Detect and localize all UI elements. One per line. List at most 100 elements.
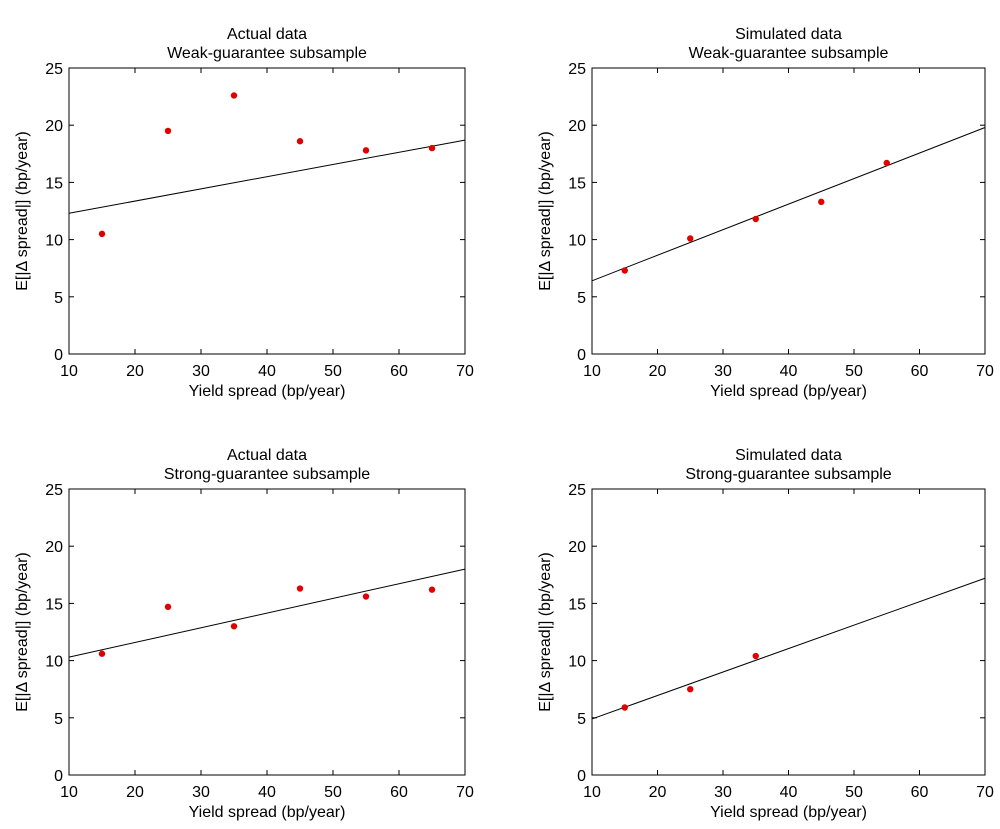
x-tick-label: 30 — [714, 784, 732, 801]
data-point — [428, 586, 436, 593]
y-tick-label: 20 — [568, 118, 586, 135]
data-point — [883, 159, 890, 167]
x-tick-label: 20 — [649, 363, 667, 380]
chart-panel-3: 10 20 30 40 50 60 70 0 5 10 15 20 25 Actual data Stron… — [14, 447, 474, 821]
axes-box — [591, 67, 986, 355]
x-tick-label: 70 — [976, 363, 994, 380]
x-tick-label: 30 — [192, 784, 210, 801]
y-tick-label: 10 — [45, 233, 63, 250]
axes-box — [68, 488, 466, 776]
x-tick-label: 40 — [258, 784, 276, 801]
data-point — [752, 215, 759, 223]
data-point — [687, 235, 694, 242]
x-tick-label: 50 — [845, 784, 863, 801]
x-tick-label: 40 — [258, 363, 276, 380]
data-point — [230, 623, 238, 630]
x-tick-label: 10 — [583, 784, 601, 801]
data-point — [428, 144, 436, 152]
x-tick-label: 20 — [126, 784, 144, 801]
x-tick-label: 30 — [714, 363, 732, 380]
chart-subtitle: Strong-guarantee subsample — [164, 466, 370, 483]
data-point — [164, 603, 172, 611]
data-point — [362, 147, 370, 154]
y-tick-label: 20 — [45, 118, 63, 135]
y-tick-label: 10 — [568, 233, 586, 250]
data-point — [687, 686, 694, 693]
y-tick-label: 10 — [568, 654, 586, 671]
chart-subtitle: Weak-guarantee subsample — [689, 45, 889, 62]
x-axis-label: Yield spread (bp/year) — [710, 383, 867, 400]
x-tick-label: 10 — [583, 363, 601, 380]
y-axis-label: E[|Δ spread|] (bp/year) — [14, 131, 31, 291]
y-tick-label: 5 — [577, 711, 586, 728]
fit-line — [68, 568, 466, 658]
x-tick-label: 70 — [456, 363, 474, 380]
x-tick-label: 60 — [390, 784, 408, 801]
chart-subtitle: Strong-guarantee subsample — [685, 466, 891, 483]
y-tick-label: 5 — [54, 290, 63, 307]
y-tick-label: 15 — [45, 175, 63, 192]
y-tick-label: 0 — [54, 347, 63, 364]
x-tick-label: 50 — [324, 363, 342, 380]
axes-box — [591, 488, 986, 776]
y-tick-label: 0 — [54, 768, 63, 785]
chart-panel-4: 10 20 30 40 50 60 70 0 5 10 15 20 25 Simulated data St… — [537, 447, 994, 821]
axes-box — [68, 67, 466, 355]
x-tick-label: 40 — [780, 784, 798, 801]
data-point — [621, 267, 628, 274]
x-tick-label: 20 — [649, 784, 667, 801]
x-tick-label: 70 — [976, 784, 994, 801]
chart-panel-1: 10 20 30 40 50 60 70 0 5 10 15 20 25 Actual data Weak-… — [14, 26, 474, 400]
y-tick-label: 0 — [577, 347, 586, 364]
x-axis-label: Yield spread (bp/year) — [189, 383, 346, 400]
y-tick-label: 25 — [45, 482, 63, 499]
y-tick-label: 25 — [568, 482, 586, 499]
chart-title: Simulated data — [735, 26, 842, 43]
y-tick-label: 5 — [577, 290, 586, 307]
chart-subtitle: Weak-guarantee subsample — [167, 45, 367, 62]
fit-line — [591, 577, 986, 720]
x-tick-label: 60 — [911, 784, 929, 801]
x-tick-label: 60 — [390, 363, 408, 380]
y-tick-label: 15 — [45, 596, 63, 613]
data-point — [752, 652, 759, 660]
fit-line — [591, 127, 986, 282]
y-tick-label: 10 — [45, 654, 63, 671]
data-point — [296, 585, 304, 592]
x-tick-label: 20 — [126, 363, 144, 380]
x-tick-label: 50 — [324, 784, 342, 801]
data-point — [296, 138, 304, 145]
data-point — [362, 593, 370, 600]
x-tick-label: 40 — [780, 363, 798, 380]
x-tick-label: 10 — [60, 784, 78, 801]
data-point — [98, 230, 106, 238]
chart-title: Simulated data — [735, 447, 842, 464]
x-axis-label: Yield spread (bp/year) — [710, 804, 867, 821]
y-axis-label: E[|Δ spread|] (bp/year) — [537, 131, 554, 291]
y-tick-label: 5 — [54, 711, 63, 728]
x-tick-label: 10 — [60, 363, 78, 380]
x-tick-label: 60 — [911, 363, 929, 380]
x-tick-label: 30 — [192, 363, 210, 380]
x-tick-label: 70 — [456, 784, 474, 801]
x-tick-label: 50 — [845, 363, 863, 380]
y-tick-label: 15 — [568, 596, 586, 613]
y-tick-label: 25 — [45, 61, 63, 78]
data-point — [98, 650, 106, 657]
y-tick-label: 20 — [568, 539, 586, 556]
data-point — [621, 704, 628, 711]
data-point — [818, 198, 825, 206]
y-axis-label: E[|Δ spread|] (bp/year) — [14, 552, 31, 712]
y-tick-label: 20 — [45, 539, 63, 556]
chart-panel-2: 10 20 30 40 50 60 70 0 5 10 15 20 25 Simulated data We… — [537, 26, 994, 400]
data-point — [164, 127, 172, 135]
y-tick-label: 0 — [577, 768, 586, 785]
data-point — [230, 92, 238, 99]
chart-title: Actual data — [227, 26, 307, 43]
fit-line — [68, 139, 466, 214]
chart-title: Actual data — [227, 447, 307, 464]
y-tick-label: 25 — [568, 61, 586, 78]
y-axis-label: E[|Δ spread|] (bp/year) — [537, 552, 554, 712]
y-tick-label: 15 — [568, 175, 586, 192]
